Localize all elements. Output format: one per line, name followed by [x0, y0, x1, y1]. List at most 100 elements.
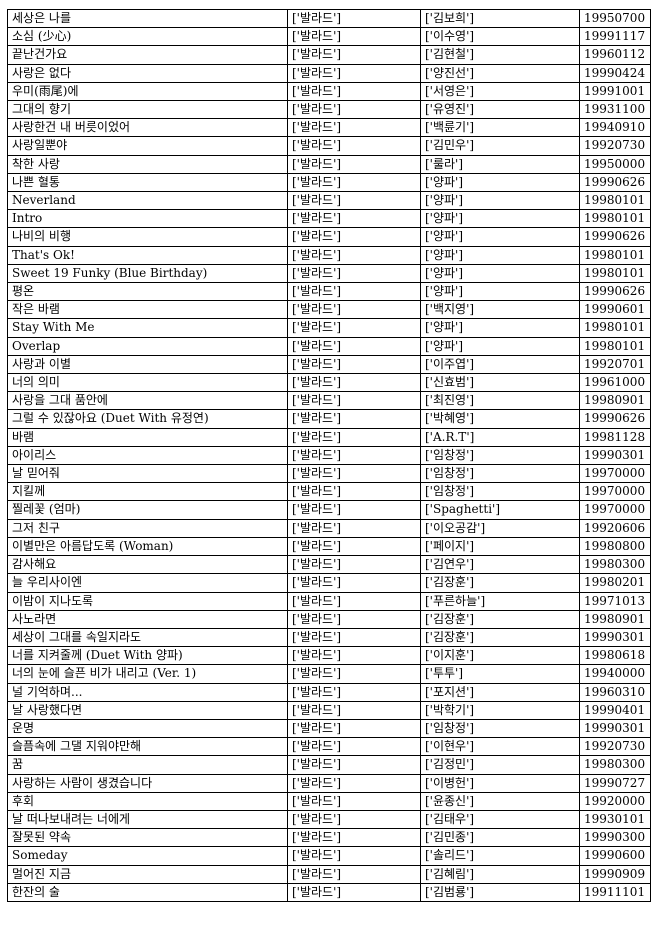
artist-cell: ['양진선'] [420, 63, 580, 83]
table-row: 나비의 비행 ['발라드'] ['양파'] 19990626 [7, 227, 651, 247]
table-row: 한잔의 술 ['발라드'] ['김범룡'] 19911101 [7, 882, 651, 902]
artist-cell: ['김장훈'] [420, 573, 580, 593]
song-title-cell: 나비의 비행 [7, 227, 288, 247]
table-row: 날 사랑했다면 ['발라드'] ['박학기'] 19990401 [7, 700, 651, 720]
release-date-cell: 19950700 [579, 8, 651, 29]
table-row: 착한 사랑 ['발라드'] ['룰라'] 19950000 [7, 154, 651, 174]
genre-cell: ['발라드'] [287, 336, 421, 356]
song-title-cell: 작은 바램 [7, 300, 288, 320]
table-row: 작은 바램 ['발라드'] ['백지영'] 19990601 [7, 300, 651, 320]
artist-cell: ['김민종'] [420, 828, 580, 848]
song-title-cell: Someday [7, 846, 288, 866]
genre-cell: ['발라드'] [287, 882, 421, 902]
genre-cell: ['발라드'] [287, 172, 421, 193]
release-date-cell: 19920730 [579, 136, 651, 156]
release-date-cell: 19971013 [579, 591, 651, 611]
table-row: Intro ['발라드'] ['양파'] 19980101 [7, 209, 651, 229]
artist-cell: ['양파'] [420, 336, 580, 356]
table-row: 날 떠나보내려는 너에게 ['발라드'] ['김태우'] 19930101 [7, 809, 651, 830]
genre-cell: ['발라드'] [287, 627, 421, 648]
table-row: 꿈 ['발라드'] ['김정민'] 19980300 [7, 755, 651, 775]
artist-cell: ['페이지'] [420, 536, 580, 557]
artist-cell: ['이수영'] [420, 27, 580, 47]
song-title-cell: 슬픔속에 그댈 지워야만해 [7, 737, 288, 757]
song-title-cell: 찔레꽃 (엄마) [7, 500, 288, 520]
table-row: 슬픔속에 그댈 지워야만해 ['발라드'] ['이현우'] 19920730 [7, 737, 651, 757]
release-date-cell: 19920000 [579, 791, 651, 811]
table-row: 소심 (少心) ['발라드'] ['이수영'] 19991117 [7, 27, 651, 47]
artist-cell: ['김범룡'] [420, 882, 580, 902]
song-title-cell: 사랑일뿐야 [7, 136, 288, 156]
song-title-cell: 그저 친구 [7, 518, 288, 538]
table-row: 이별만은 아름답도록 (Woman) ['발라드'] ['페이지'] 19980800 [7, 536, 651, 557]
table-row: 지킬께 ['발라드'] ['임창정'] 19970000 [7, 482, 651, 502]
artist-cell: ['룰라'] [420, 154, 580, 174]
song-title-cell: 그대의 향기 [7, 100, 288, 120]
release-date-cell: 19980101 [579, 318, 651, 338]
artist-cell: ['백지영'] [420, 300, 580, 320]
genre-cell: ['발라드'] [287, 318, 421, 338]
genre-cell: ['발라드'] [287, 282, 421, 302]
song-title-cell: 사랑하는 사람이 생겼습니다 [7, 773, 288, 793]
table-row: 감사해요 ['발라드'] ['김연우'] 19980300 [7, 555, 651, 575]
genre-cell: ['발라드'] [287, 536, 421, 557]
release-date-cell: 19980800 [579, 536, 651, 557]
genre-cell: ['발라드'] [287, 445, 421, 466]
release-date-cell: 19980201 [579, 573, 651, 593]
artist-cell: ['이현우'] [420, 737, 580, 757]
release-date-cell: 19980300 [579, 755, 651, 775]
genre-cell: ['발라드'] [287, 500, 421, 520]
genre-cell: ['발라드'] [287, 81, 421, 102]
artist-cell: ['양파'] [420, 318, 580, 338]
release-date-cell: 19990626 [579, 172, 651, 193]
genre-cell: ['발라드'] [287, 773, 421, 793]
release-date-cell: 19940000 [579, 664, 651, 684]
genre-cell: ['발라드'] [287, 864, 421, 884]
artist-cell: ['최진영'] [420, 391, 580, 411]
release-date-cell: 19931100 [579, 100, 651, 120]
song-title-cell: 너의 의미 [7, 373, 288, 393]
genre-cell: ['발라드'] [287, 646, 421, 666]
artist-cell: ['임창정'] [420, 445, 580, 466]
artist-cell: ['Spaghetti'] [420, 500, 580, 520]
table-row: 너의 의미 ['발라드'] ['신효범'] 19961000 [7, 373, 651, 393]
release-date-cell: 19920701 [579, 354, 651, 375]
release-date-cell: 19980618 [579, 646, 651, 666]
artist-cell: ['서영은'] [420, 81, 580, 102]
song-title-cell: 늘 우리사이엔 [7, 573, 288, 593]
genre-cell: ['발라드'] [287, 354, 421, 375]
genre-cell: ['발라드'] [287, 427, 421, 447]
table-row: 세상은 나를 ['발라드'] ['김보희'] 19950700 [7, 8, 651, 29]
genre-cell: ['발라드'] [287, 8, 421, 29]
release-date-cell: 19961000 [579, 373, 651, 393]
release-date-cell: 19920606 [579, 518, 651, 538]
genre-cell: ['발라드'] [287, 609, 421, 629]
song-title-cell: 평온 [7, 282, 288, 302]
song-title-cell: 너를 지켜줄께 (Duet With 양파) [7, 646, 288, 666]
song-title-cell: 세상이 그대를 속일지라도 [7, 627, 288, 648]
artist-cell: ['신효범'] [420, 373, 580, 393]
genre-cell: ['발라드'] [287, 846, 421, 866]
release-date-cell: 19960112 [579, 45, 651, 65]
genre-cell: ['발라드'] [287, 63, 421, 83]
genre-cell: ['발라드'] [287, 27, 421, 47]
artist-cell: ['김장훈'] [420, 627, 580, 648]
release-date-cell: 19990626 [579, 409, 651, 429]
song-title-cell: 후회 [7, 791, 288, 811]
song-title-cell: 우미(雨尾)에 [7, 81, 288, 102]
genre-cell: ['발라드'] [287, 737, 421, 757]
release-date-cell: 19940910 [579, 118, 651, 138]
artist-cell: ['유영진'] [420, 100, 580, 120]
genre-cell: ['발라드'] [287, 791, 421, 811]
song-title-cell: 잘못된 약속 [7, 828, 288, 848]
table-row: 잘못된 약속 ['발라드'] ['김민종'] 19990300 [7, 828, 651, 848]
genre-cell: ['발라드'] [287, 573, 421, 593]
table-row: Stay With Me ['발라드'] ['양파'] 19980101 [7, 318, 651, 338]
table-body: 세상은 나를 ['발라드'] ['김보희'] 19950700 소심 (少心) ['발라드… [7, 8, 651, 902]
song-title-cell: Stay With Me [7, 318, 288, 338]
artist-cell: ['백륜기'] [420, 118, 580, 138]
artist-cell: ['이지훈'] [420, 646, 580, 666]
genre-cell: ['발라드'] [287, 755, 421, 775]
genre-cell: ['발라드'] [287, 828, 421, 848]
table-row: 평온 ['발라드'] ['양파'] 19990626 [7, 282, 651, 302]
